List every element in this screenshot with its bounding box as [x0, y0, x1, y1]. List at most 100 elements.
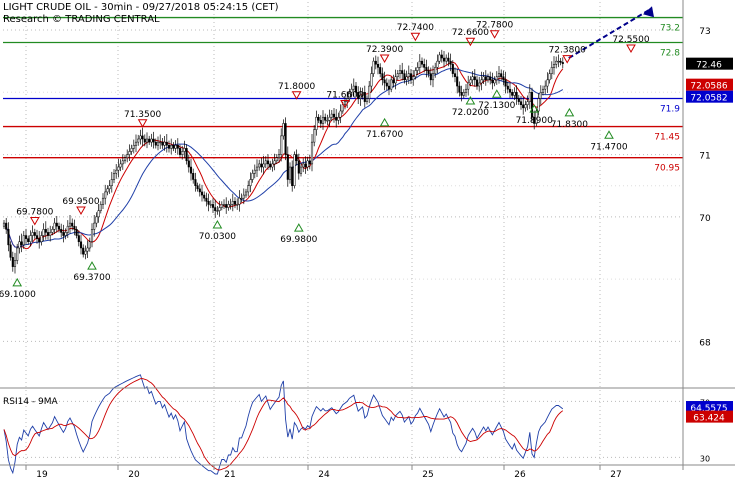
rsi-line	[3, 374, 564, 475]
price-tick-label: 68	[699, 338, 711, 348]
rsi-tag-red: 63.424	[693, 414, 725, 424]
candle-body	[128, 151, 131, 155]
candle-body	[214, 207, 217, 211]
level-label-resistance: 73.2	[660, 24, 680, 34]
candle-body	[35, 235, 39, 239]
candle-body	[2, 222, 6, 227]
price-tick-label: 71	[699, 152, 710, 162]
candle-body	[249, 179, 252, 186]
high-marker-triangle	[562, 55, 573, 64]
low-marker-label: 71.8900	[516, 116, 553, 126]
candle-body	[192, 173, 195, 180]
chart-subtitle: Research © TRADING CENTRAL	[3, 14, 160, 25]
candle-body	[517, 98, 520, 102]
candle-body	[108, 185, 111, 190]
candle-body	[506, 85, 509, 90]
candle-body	[420, 60, 424, 65]
candle-body	[266, 160, 270, 165]
candle-body	[253, 169, 256, 174]
candle-body	[200, 191, 204, 196]
candle-body	[508, 88, 512, 93]
candle-body	[310, 141, 314, 165]
low-marker-triangle	[529, 104, 540, 113]
candle-body	[394, 76, 397, 84]
low-marker-triangle	[491, 89, 502, 98]
rsi-tag-blue-bg	[686, 401, 733, 414]
high-marker-label: 72.6600	[452, 28, 489, 38]
candle-body	[392, 79, 395, 84]
candle-body	[31, 232, 34, 236]
candle-body	[526, 101, 529, 106]
candle-body	[357, 92, 360, 99]
time-tick-label: 25	[422, 470, 433, 480]
high-marker-triangle	[291, 91, 302, 100]
high-marker-label: 69.9500	[62, 197, 99, 207]
candle-body	[315, 116, 318, 130]
candle-body	[467, 82, 470, 90]
candle-body	[7, 229, 10, 246]
candle-body	[11, 257, 14, 267]
candle-body	[216, 210, 219, 212]
candle-body	[335, 116, 338, 121]
candle-body	[174, 144, 177, 149]
candle-body	[464, 88, 468, 93]
candle-body	[90, 229, 94, 243]
candle-body	[71, 222, 74, 227]
candle-body	[396, 73, 399, 77]
candle-body	[275, 157, 278, 162]
candle-body	[225, 204, 228, 208]
candle-body	[104, 191, 107, 199]
candle-body	[176, 144, 179, 149]
price-tag-blue: 72.0582	[690, 94, 727, 104]
low-marker-label: 71.6700	[366, 130, 403, 140]
time-tick-label: 21	[224, 470, 235, 480]
candle-body	[339, 110, 342, 118]
candle-body	[552, 64, 556, 68]
moving-average-fast	[3, 61, 564, 250]
time-tick-label: 24	[318, 470, 330, 480]
candle-body	[77, 235, 80, 243]
high-marker-label: 72.7400	[397, 23, 434, 33]
candle-body	[93, 222, 96, 230]
moving-averages	[3, 61, 564, 250]
rsi-ma-line	[3, 378, 564, 471]
candle-body	[304, 163, 307, 168]
candle-body	[409, 73, 413, 81]
high-marker-label: 72.5500	[612, 35, 649, 45]
candle-body	[13, 260, 17, 267]
candle-body	[255, 166, 259, 171]
candle-body	[302, 163, 305, 168]
candle-body	[167, 144, 171, 149]
candle-body	[486, 76, 490, 81]
candle-body	[282, 123, 285, 137]
candle-body	[99, 204, 102, 211]
candle-body	[330, 113, 333, 118]
candle-body	[159, 141, 162, 144]
candle-body	[187, 160, 190, 168]
candle-body	[427, 70, 430, 74]
candle-body	[137, 138, 140, 143]
candle-body	[209, 204, 212, 206]
high-marker-label: 72.3900	[366, 45, 403, 55]
candle-body	[134, 141, 138, 146]
candle-body	[198, 188, 201, 193]
candle-body	[152, 138, 155, 143]
candle-body	[372, 60, 375, 74]
time-tick-label: 26	[514, 470, 526, 480]
candle-body	[132, 144, 135, 149]
candle-body	[24, 235, 28, 239]
candle-body	[117, 166, 120, 171]
candle-body	[273, 160, 276, 165]
candle-body	[5, 222, 8, 230]
high-marker-label: 72.3800	[549, 46, 586, 56]
level-label-pivot: 71.9	[660, 105, 680, 115]
candle-body	[299, 166, 303, 174]
candle-body	[317, 116, 320, 121]
candle-body	[22, 235, 25, 246]
candle-body	[88, 241, 91, 249]
candle-body	[343, 101, 347, 106]
candle-body	[350, 88, 353, 93]
candle-body	[148, 138, 151, 143]
candle-body	[218, 207, 221, 211]
